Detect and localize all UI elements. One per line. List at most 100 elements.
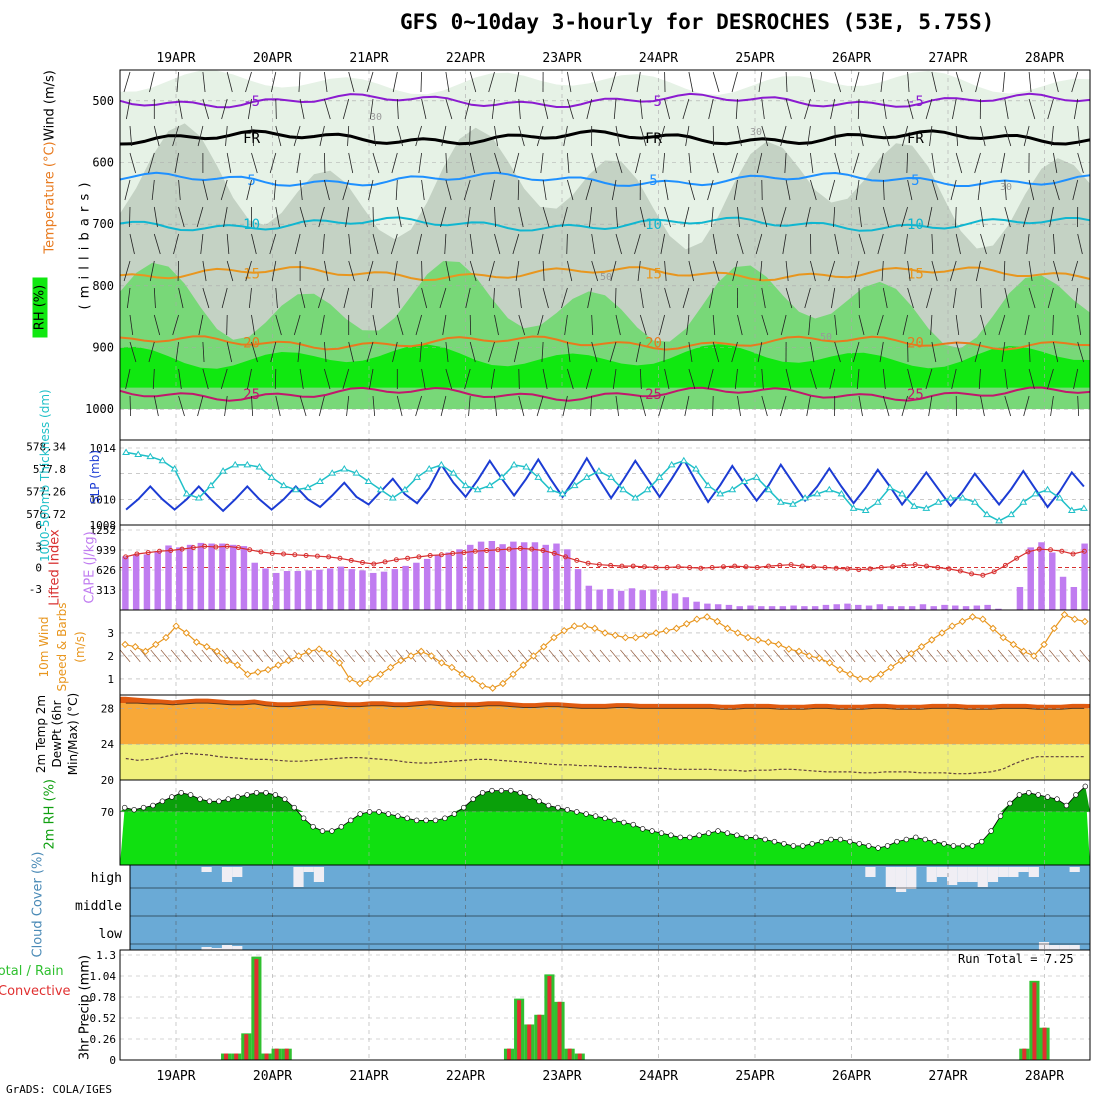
rh2m-point [630,821,636,828]
wind-speed-point [968,613,977,621]
wind-barb [731,341,738,363]
cape-bar [510,541,517,610]
wind-barb-small [722,649,733,663]
wind-barb [149,260,155,282]
wind-speed-point [887,663,895,672]
wind-barb [806,395,811,417]
wind-barb [808,314,811,336]
thickness-point [1080,504,1088,511]
cape-bar [768,606,776,610]
wind-barb [177,260,179,282]
wind-barb [324,71,328,93]
wind-barb [421,368,426,390]
cape-bar [520,542,528,610]
li-point [190,545,196,551]
wind-speed-point [764,638,773,646]
rh2m-point [705,830,712,836]
wind-barb-small [119,649,131,663]
wind-barb [445,152,448,174]
wind-barb [275,206,280,228]
xtick-bottom-label: 19APR [156,1069,195,1084]
wind-speed-point [713,617,722,626]
cape-bar [326,568,334,610]
wind-barb [491,98,495,120]
wind-barb [123,71,131,93]
wind-barb [1024,314,1030,336]
thickness-point [837,489,846,497]
wind-barb [708,98,714,120]
li-point [224,543,230,549]
wind-barb [1004,125,1012,147]
wind-barb [200,233,204,255]
wind-barb-small [865,649,876,663]
wind-barb [587,287,593,309]
wind-barb [421,260,423,282]
run-total: Run Total = 7.25 [958,952,1074,966]
xtick-top-label: 20APR [253,51,292,66]
thickness-point [425,465,434,472]
slp-ytick-label: 1010 [90,493,117,506]
wind-barb [834,152,841,174]
rh2m-point [583,811,589,817]
upper-mb-label: ( m i l l i b a r s ) [77,181,93,310]
cape-bar [143,554,151,610]
wind-barb [393,260,398,282]
wind-barb [1028,287,1036,309]
rh2m-ytick-label: 70 [101,806,114,819]
cape-bar [984,604,991,610]
thickness-point [861,506,870,513]
wind-barb [855,179,860,201]
wind-barb [542,287,549,309]
li-point [574,557,580,563]
wind-barb [129,125,133,147]
wind-barb [882,206,889,228]
wind-barb [761,314,769,336]
wind-barb [852,341,860,363]
rh2m-point [206,798,213,804]
wind-barb [761,287,766,309]
cloud-high-bar [232,867,243,877]
rh2m-point [922,836,928,843]
wind-barb [591,71,598,93]
wind-speed-point [203,643,211,651]
wind-speed-point [754,636,762,644]
li-point [878,565,884,570]
thickness-point [655,473,664,480]
cloud-low-bar [232,946,243,950]
rh2m-point [1026,790,1032,796]
isotherm-label: 20 [645,336,662,352]
wind-barb [807,125,811,147]
wind-barb [853,71,860,93]
wind-barb [734,368,738,390]
wind-speed-point [938,629,946,637]
wind-barb [780,125,787,147]
wind-speed-point [274,661,282,669]
thickness-point [789,500,797,507]
rh2m-point [818,838,825,845]
cape-bar [908,606,916,610]
wind-barb [615,314,621,336]
wind-barb [1004,206,1011,228]
rh2m-point [724,830,731,836]
wind-barb [542,206,550,228]
thickness-point [158,456,167,464]
cape-bar [477,541,485,610]
thickness-point [207,481,215,489]
wind-speed-point [1009,640,1018,649]
wind-barb [907,71,910,93]
thickness-point [667,460,676,468]
wind-barb [226,341,233,363]
rh2m-point [734,832,740,838]
cloud-high-bar [906,867,917,889]
wind-barb-small [579,649,590,663]
cloud-low-bar [211,948,222,950]
wind-barb [1053,179,1060,201]
li-point [957,568,963,574]
li-point [235,545,241,551]
wind-barb [396,98,399,120]
cape-bar [801,606,808,610]
thickness-point [570,481,579,489]
wind-barb [834,314,838,336]
rh2m-point [197,796,203,802]
isotherm-label: -5 [243,94,260,110]
